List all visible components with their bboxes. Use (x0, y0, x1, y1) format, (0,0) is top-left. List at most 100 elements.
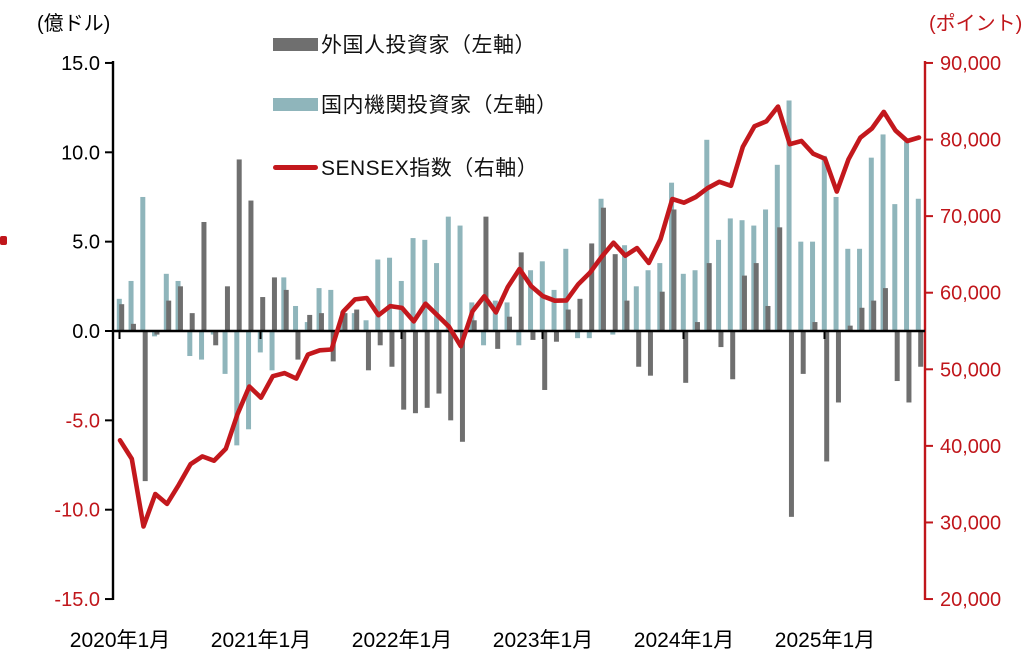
bar-foreign-investors (412, 331, 418, 414)
bar-domestic-institutional (704, 139, 710, 331)
bar-domestic-institutional (457, 225, 463, 331)
bar-foreign-investors (600, 207, 606, 331)
right-axis-tick-label: 50,000 (940, 359, 1001, 381)
bar-domestic-institutional (633, 286, 639, 331)
bar-foreign-investors (542, 331, 548, 390)
bar-domestic-institutional (680, 273, 686, 331)
right-axis-tick-label: 30,000 (940, 512, 1001, 534)
right-axis-tick-label: 40,000 (940, 436, 1001, 458)
bar-foreign-investors (612, 254, 618, 331)
bar-domestic-institutional (868, 157, 874, 331)
bar-foreign-investors (777, 227, 783, 331)
bar-domestic-institutional (786, 100, 792, 331)
legend-item-foreign-investors: 外国人投資家（左軸） (273, 29, 536, 59)
x-axis-year-label: 2020年1月 (70, 629, 170, 652)
bar-foreign-investors (565, 309, 571, 331)
bar-foreign-investors (471, 320, 477, 331)
bar-domestic-institutional (833, 196, 839, 331)
right-axis-tick-label: 80,000 (940, 130, 1001, 152)
right-axis-tick-label: 70,000 (940, 206, 1001, 228)
bar-foreign-investors (871, 300, 877, 331)
legend-item-sensex: SENSEX指数（右軸） (273, 152, 538, 182)
bar-foreign-investors (788, 331, 794, 517)
bar-domestic-institutional (481, 331, 487, 346)
bar-domestic-institutional (187, 331, 193, 357)
bar-domestic-institutional (904, 141, 910, 331)
legend-label: 外国人投資家（左軸） (321, 34, 536, 57)
bar-foreign-investors (271, 277, 277, 331)
bar-domestic-institutional (140, 196, 146, 331)
bar-foreign-investors (154, 331, 160, 335)
bar-domestic-institutional (516, 331, 522, 346)
bar-foreign-investors (918, 331, 924, 367)
bar-foreign-investors (906, 331, 912, 403)
bar-domestic-institutional (563, 248, 569, 331)
bar-domestic-institutional (586, 331, 592, 339)
bar-domestic-institutional (434, 263, 440, 331)
bar-foreign-investors (189, 313, 195, 331)
x-axis-year-label: 2025年1月 (775, 629, 875, 652)
bar-foreign-investors (506, 316, 512, 331)
bar-foreign-investors (483, 216, 489, 331)
bar-domestic-institutional (880, 134, 886, 331)
bar-foreign-investors (295, 331, 301, 360)
bar-foreign-investors (589, 243, 595, 331)
bar-domestic-institutional (551, 289, 557, 331)
left-axis-tick-label: -10.0 (54, 500, 100, 522)
bar-domestic-institutional (328, 289, 334, 331)
bar-foreign-investors (647, 331, 653, 376)
bar-foreign-investors (859, 307, 865, 331)
x-axis-year-label: 2024年1月 (634, 629, 734, 652)
bar-foreign-investors (213, 331, 219, 346)
x-axis-year-label: 2023年1月 (493, 629, 593, 652)
bar-foreign-investors (166, 300, 172, 331)
bar-foreign-investors (354, 309, 360, 331)
bar-domestic-institutional (575, 331, 581, 339)
bar-domestic-institutional (199, 331, 205, 360)
domestic-investors-swatch-icon (273, 97, 318, 111)
bar-domestic-institutional (387, 257, 393, 331)
bar-foreign-investors (824, 331, 830, 462)
bar-domestic-institutional (622, 245, 628, 331)
bar-domestic-institutional (492, 300, 498, 331)
bar-foreign-investors (377, 331, 383, 346)
bar-foreign-investors (659, 291, 665, 331)
bar-foreign-investors (718, 331, 724, 348)
bar-foreign-investors (683, 331, 689, 383)
bar-domestic-institutional (610, 331, 616, 335)
bar-foreign-investors (342, 313, 348, 331)
bar-domestic-institutional (363, 320, 369, 331)
left-axis-tick-label: 5.0 (72, 232, 100, 254)
bar-foreign-investors (424, 331, 430, 408)
bar-foreign-investors (401, 331, 407, 410)
bar-domestic-institutional (246, 331, 252, 430)
bar-foreign-investors (530, 331, 536, 340)
bar-foreign-investors (459, 331, 465, 442)
bar-domestic-institutional (269, 331, 275, 371)
bar-foreign-investors (389, 331, 395, 367)
bar-foreign-investors (624, 300, 630, 331)
bar-foreign-investors (201, 221, 207, 331)
bar-foreign-investors (436, 331, 442, 394)
bar-foreign-investors (495, 331, 501, 349)
bar-foreign-investors (260, 297, 266, 331)
bar-domestic-institutional (316, 288, 322, 331)
left-axis-tick-label: -5.0 (66, 410, 100, 432)
bar-foreign-investors (812, 322, 818, 331)
bar-domestic-institutional (857, 248, 863, 331)
bar-foreign-investors (753, 263, 759, 331)
bar-foreign-investors (119, 304, 125, 331)
bar-foreign-investors (236, 159, 242, 331)
bar-foreign-investors (318, 313, 324, 331)
bar-domestic-institutional (915, 198, 921, 331)
bar-domestic-institutional (798, 241, 804, 331)
x-axis-year-label: 2022年1月 (352, 629, 452, 652)
bar-domestic-institutional (222, 331, 228, 374)
bar-foreign-investors (248, 200, 254, 331)
bar-domestic-institutional (892, 204, 898, 331)
bar-foreign-investors (142, 331, 148, 482)
sensex-index-line (117, 104, 922, 529)
bar-foreign-investors (448, 331, 454, 421)
sensex-line-swatch-icon (273, 164, 318, 170)
